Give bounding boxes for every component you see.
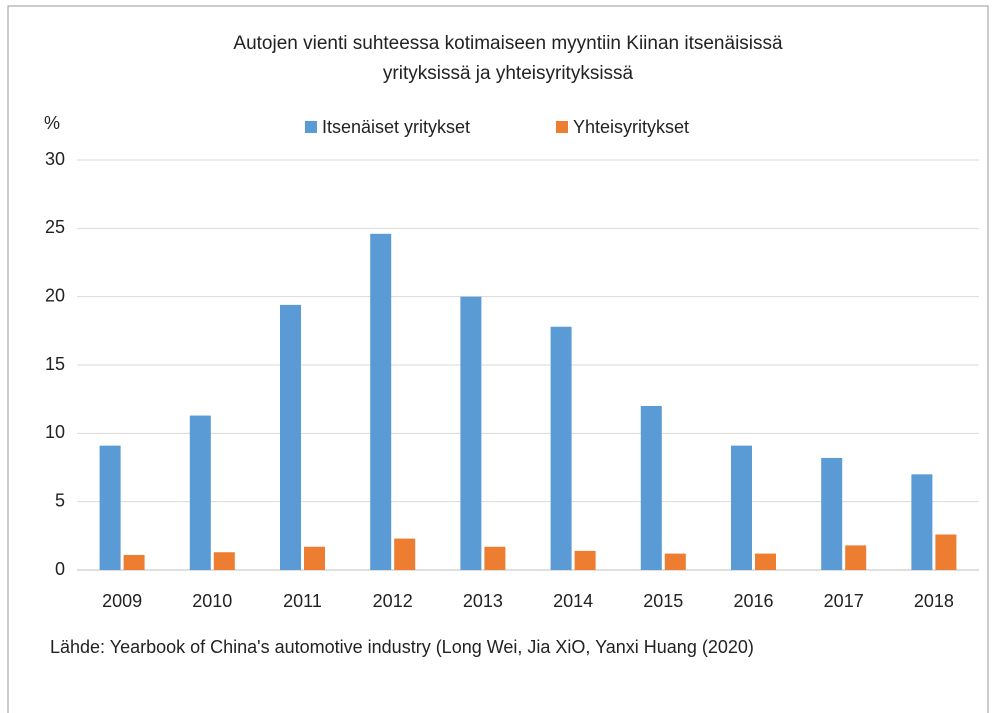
- y-tick-label: 0: [55, 559, 65, 579]
- chart-title: yrityksissä ja yhteisyrityksissä: [383, 63, 634, 84]
- x-tick-label: 2018: [914, 591, 954, 611]
- y-tick-label: 30: [45, 149, 65, 169]
- bar: [213, 552, 235, 570]
- x-tick-label: 2014: [553, 591, 593, 611]
- legend-label: Yhteisyritykset: [573, 117, 689, 137]
- x-tick-label: 2016: [733, 591, 773, 611]
- bar: [574, 550, 596, 570]
- bar: [550, 326, 572, 570]
- bar: [821, 457, 843, 570]
- chart-title: Autojen vienti suhteessa kotimaiseen myy…: [233, 33, 783, 54]
- bar: [484, 546, 506, 570]
- y-tick-label: 15: [45, 354, 65, 374]
- bar: [394, 538, 416, 570]
- x-tick-label: 2015: [643, 591, 683, 611]
- y-tick-label: 5: [55, 490, 65, 510]
- chart-border: [7, 5, 989, 713]
- bar: [304, 546, 325, 570]
- x-tick-label: 2011: [283, 591, 322, 611]
- y-tick-label: 10: [45, 422, 65, 442]
- bar: [280, 304, 301, 570]
- bar: [911, 474, 933, 570]
- bar: [640, 406, 662, 570]
- bar: [99, 445, 121, 570]
- bar: [123, 554, 145, 570]
- bar: [755, 553, 776, 570]
- bar: [845, 545, 867, 570]
- x-tick-label: 2010: [192, 591, 232, 611]
- legend-swatch: [305, 121, 317, 133]
- x-tick-label: 2009: [102, 591, 142, 611]
- x-tick-label: 2013: [463, 591, 503, 611]
- bar: [370, 233, 392, 571]
- bar: [664, 553, 686, 570]
- bar: [935, 534, 957, 570]
- x-tick-label: 2012: [373, 591, 413, 611]
- x-tick-label: 2017: [824, 591, 864, 611]
- legend-swatch: [556, 121, 568, 133]
- y-axis-label: %: [44, 113, 60, 133]
- legend-label: Itsenäiset yritykset: [322, 117, 470, 137]
- y-tick-label: 20: [45, 285, 65, 305]
- bar: [460, 296, 482, 570]
- source-note: Lähde: Yearbook of China's automotive in…: [50, 637, 754, 657]
- y-tick-label: 25: [45, 217, 65, 237]
- bar: [731, 445, 752, 570]
- bar: [189, 415, 211, 570]
